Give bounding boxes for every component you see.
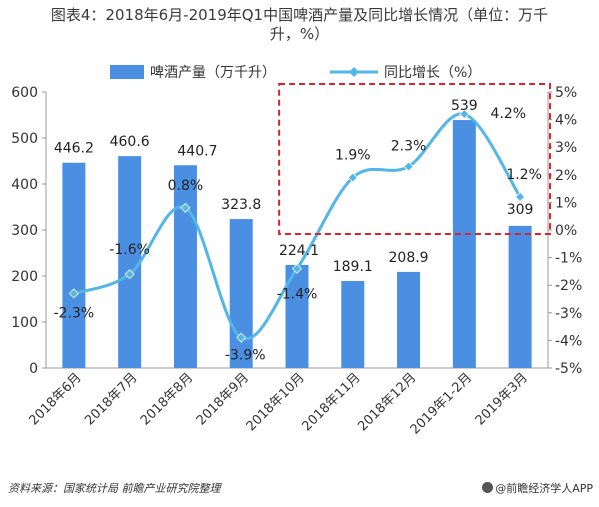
growth-point <box>236 332 247 343</box>
brand-logo-icon <box>482 482 494 493</box>
bar-value-label: 208.9 <box>389 250 429 266</box>
bar <box>173 165 197 368</box>
source-note: 资料来源：国家统计局 前瞻产业研究院整理 <box>8 482 221 495</box>
brand-text: @前瞻经济学人APP <box>495 482 593 495</box>
y-left-tick-label: 600 <box>11 85 38 101</box>
chart-title-line2: 升，%） <box>269 25 330 43</box>
growth-value-label: -2.3% <box>54 305 95 321</box>
bar <box>452 120 476 368</box>
x-tick-label: 2018年6月 <box>26 370 84 428</box>
x-tick-label: 2018年11月 <box>300 370 364 434</box>
bar <box>285 264 309 368</box>
bar <box>229 219 253 368</box>
growth-value-label: 2.3% <box>391 139 427 155</box>
bar <box>341 281 365 368</box>
legend-line-label: 同比增长（%） <box>384 65 481 81</box>
bar-value-label: 309 <box>507 202 534 218</box>
y-left-tick-label: 500 <box>11 131 38 147</box>
highlight-box <box>278 83 551 235</box>
growth-value-label: -1.4% <box>277 287 318 303</box>
brand-label: @前瞻经济学人APP <box>482 480 593 496</box>
legend-bar-label: 啤酒产量（万千升） <box>150 65 276 81</box>
bar <box>62 162 86 368</box>
bar-value-label: 460.6 <box>110 134 150 150</box>
y-right-tick-label: 2% <box>555 168 577 184</box>
growth-value-label: 1.2% <box>506 167 542 183</box>
growth-value-label: 1.9% <box>335 148 371 164</box>
legend-bar-swatch <box>110 65 144 79</box>
y-right-tick-label: -1% <box>555 251 582 267</box>
legend-line-marker <box>349 67 359 77</box>
bar <box>397 271 421 368</box>
bar-value-label: 539 <box>451 98 478 114</box>
growth-value-label: -1.6% <box>109 242 150 258</box>
bar <box>508 225 532 368</box>
bar-value-label: 440.7 <box>177 143 217 159</box>
y-right-tick-label: 4% <box>555 113 577 129</box>
x-tick-label: 2019年3月 <box>473 370 531 428</box>
bar <box>118 156 142 368</box>
bar-value-label: 323.8 <box>221 197 261 213</box>
bar-value-label: 189.1 <box>333 259 373 275</box>
y-left-tick-label: 100 <box>11 315 38 331</box>
y-right-tick-label: -5% <box>555 361 582 377</box>
growth-point <box>347 172 358 183</box>
growth-point <box>180 202 191 213</box>
growth-value-label: 0.8% <box>168 178 204 194</box>
x-tick-label: 2018年9月 <box>194 370 252 428</box>
growth-value-label: -3.9% <box>225 348 266 364</box>
y-right-tick-label: -4% <box>555 333 582 349</box>
x-tick-label: 2018年7月 <box>82 370 140 428</box>
y-right-tick-label: -3% <box>555 306 582 322</box>
y-left-tick-label: 0 <box>29 361 38 377</box>
y-right-tick-label: 1% <box>555 195 577 211</box>
y-right-tick-label: 0% <box>555 223 577 239</box>
y-left-tick-label: 300 <box>11 223 38 239</box>
growth-point <box>124 269 135 280</box>
y-right-tick-label: -2% <box>555 278 582 294</box>
growth-point <box>291 263 303 274</box>
growth-value-label: 4.2% <box>491 106 527 122</box>
growth-point <box>403 161 414 172</box>
chart-title-line1: 图表4：2018年6月-2019年Q1中国啤酒产量及同比增长情况（单位：万千 <box>50 6 549 24</box>
bar-value-label: 446.2 <box>54 141 94 157</box>
chart-title: 图表4：2018年6月-2019年Q1中国啤酒产量及同比增长情况（单位：万千 升… <box>0 6 599 44</box>
x-tick-label: 2018年8月 <box>138 370 196 428</box>
bar-value-label: 224.1 <box>279 243 319 259</box>
growth-point <box>515 191 526 202</box>
y-right-tick-label: 5% <box>555 85 577 101</box>
growth-point <box>459 109 470 120</box>
growth-point <box>68 288 79 299</box>
y-left-tick-label: 200 <box>11 269 38 285</box>
x-tick-label: 2018年10月 <box>244 370 308 434</box>
y-left-tick-label: 400 <box>11 177 38 193</box>
y-right-tick-label: 3% <box>555 140 577 156</box>
